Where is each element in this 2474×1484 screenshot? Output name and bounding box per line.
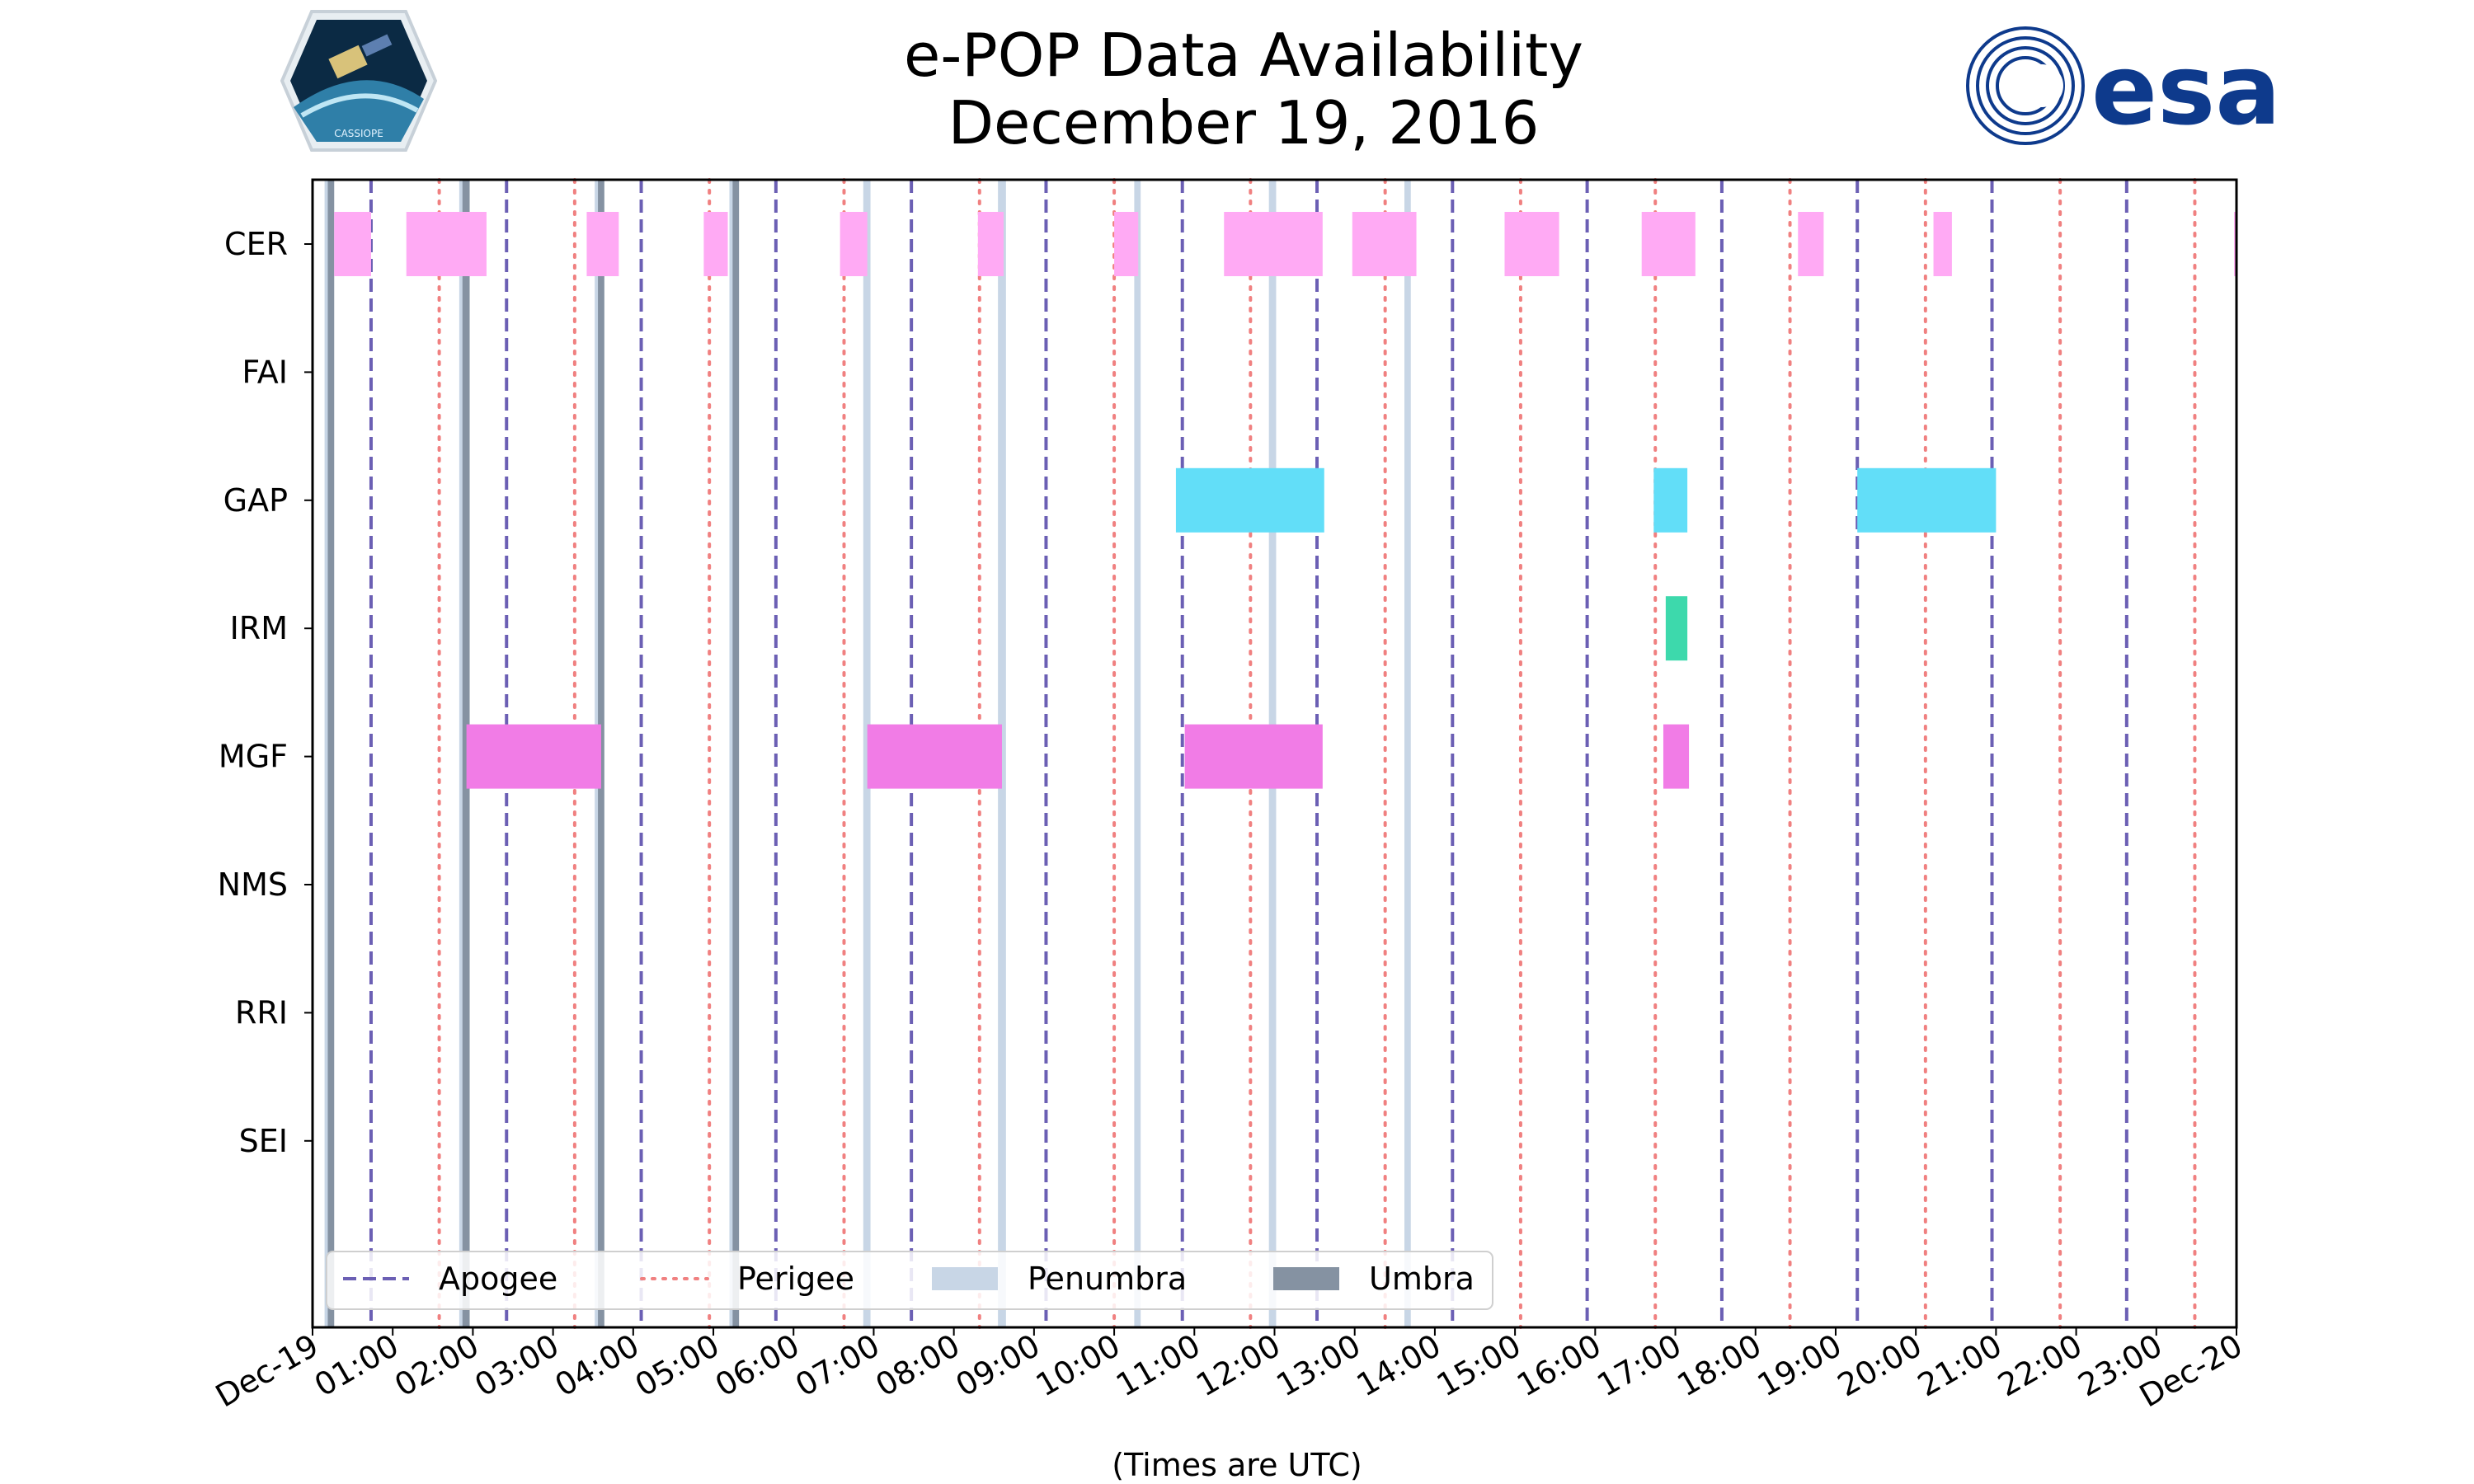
legend-label: Apogee: [439, 1261, 557, 1297]
x-tick-label: 21:00: [1912, 1327, 2008, 1404]
x-tick-label: 03:00: [468, 1327, 565, 1404]
x-tick-label: 10:00: [1030, 1327, 1126, 1404]
x-tick-label: 17:00: [1591, 1327, 1687, 1404]
x-tick-label: Dec-19: [209, 1327, 324, 1415]
data-bar-cer: [1114, 212, 1139, 276]
data-bar-cer: [1933, 212, 1952, 276]
data-bar-cer: [1224, 212, 1323, 276]
x-tick-label: 07:00: [789, 1327, 886, 1404]
x-tick-label: 16:00: [1511, 1327, 1607, 1404]
legend-label: Penumbra: [1028, 1261, 1187, 1297]
chart-title: e-POP Data Availability: [904, 21, 1583, 90]
cassiope-logo: CASSIOPE: [280, 10, 438, 152]
y-tick-label: RRI: [235, 994, 288, 1031]
data-bar-mgf: [1184, 724, 1323, 789]
data-bar-cer: [703, 212, 728, 276]
data-bar-mgf: [867, 724, 1002, 789]
penumbra-band: [863, 180, 871, 1327]
data-bar-irm: [1665, 596, 1688, 661]
data-bar-mgf: [1663, 724, 1690, 789]
data-bar-gap: [1653, 467, 1688, 533]
x-tick-label: 18:00: [1671, 1327, 1767, 1404]
chart-subtitle: December 19, 2016: [948, 88, 1540, 157]
legend-penumbra-swatch: [932, 1267, 998, 1290]
data-bar-cer: [1504, 212, 1559, 276]
data-bar-cer: [586, 212, 619, 276]
data-bar-cer: [334, 212, 371, 276]
x-tick-label: 04:00: [548, 1327, 645, 1404]
x-tick-label: 13:00: [1270, 1327, 1366, 1404]
x-tick-label: 05:00: [629, 1327, 726, 1404]
esa-swirl-icon: [1966, 26, 2085, 145]
y-tick-label: CER: [224, 226, 288, 262]
x-tick-label: 09:00: [950, 1327, 1047, 1404]
data-bar-gap: [1857, 467, 1997, 533]
x-tick-label: 22:00: [1992, 1327, 2088, 1404]
legend-umbra-swatch: [1273, 1267, 1339, 1290]
legend-label: Umbra: [1369, 1261, 1475, 1297]
data-bar-cer: [977, 212, 1004, 276]
x-tick-label: 14:00: [1351, 1327, 1447, 1404]
esa-logo: esa: [1966, 26, 2281, 147]
y-tick-label: IRM: [230, 610, 288, 646]
logo-caption: CASSIOPE: [334, 128, 383, 139]
y-tick-label: FAI: [242, 354, 288, 390]
umbra-band: [732, 180, 740, 1327]
penumbra-band: [1404, 180, 1411, 1327]
y-tick-label: MGF: [219, 739, 288, 775]
x-tick-label: 20:00: [1832, 1327, 1928, 1404]
x-tick-label: 06:00: [709, 1327, 806, 1404]
legend-box: [326, 1251, 1493, 1310]
data-bar-cer: [406, 212, 487, 276]
penumbra-band: [1134, 180, 1141, 1327]
y-tick-label: NMS: [218, 866, 288, 903]
x-tick-label: 08:00: [869, 1327, 966, 1404]
esa-wordmark: esa: [2091, 33, 2281, 147]
umbra-band: [462, 180, 470, 1327]
umbra-band: [327, 180, 335, 1327]
y-tick-label: SEI: [239, 1123, 288, 1159]
x-tick-label: 15:00: [1431, 1327, 1527, 1404]
legend-label: Perigee: [737, 1261, 854, 1297]
data-bar-cer: [1352, 212, 1417, 276]
x-tick-label: 11:00: [1110, 1327, 1206, 1404]
y-tick-label: GAP: [223, 482, 288, 519]
x-axis-title: (Times are UTC): [1112, 1447, 1362, 1483]
x-tick-label: 19:00: [1752, 1327, 1848, 1404]
data-bar-gap: [1175, 467, 1324, 533]
x-tick-label: 01:00: [308, 1327, 405, 1404]
data-bar-mgf: [466, 724, 601, 789]
data-bar-cer: [1798, 212, 1824, 276]
x-tick-label: 02:00: [388, 1327, 485, 1404]
data-bar-cer: [840, 212, 868, 276]
x-tick-label: 12:00: [1190, 1327, 1286, 1404]
data-bar-cer: [1641, 212, 1696, 276]
legend: Apogee Perigee Penumbra Umbra: [326, 1251, 1493, 1310]
